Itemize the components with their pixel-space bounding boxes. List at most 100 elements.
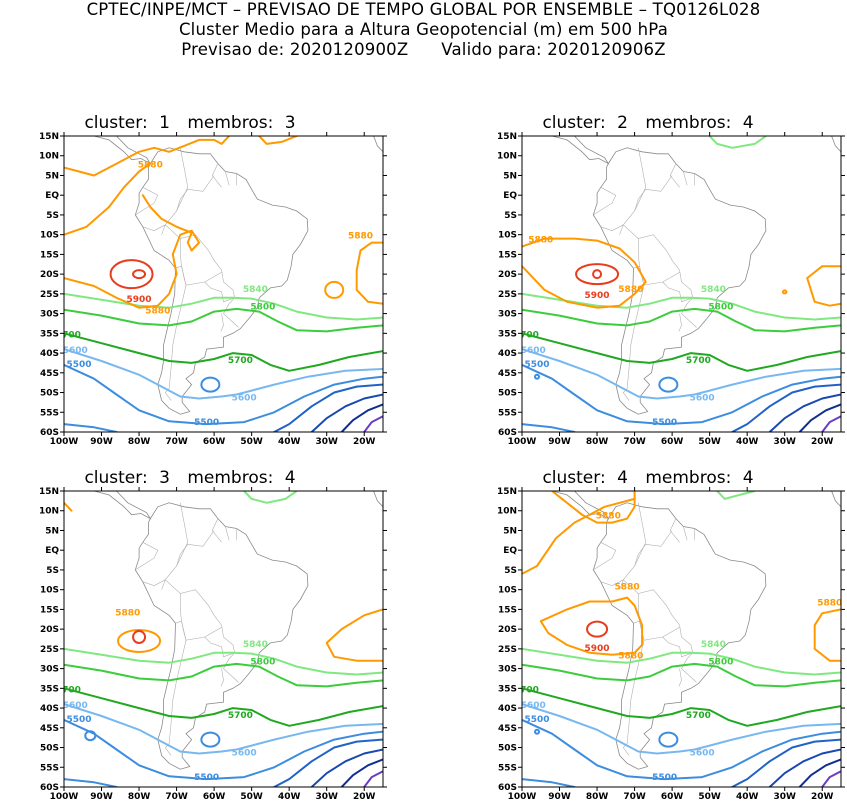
lon-tick-label: 80W bbox=[586, 437, 609, 447]
cluster-number: 1 bbox=[159, 113, 170, 133]
lat-tick-label: 40S bbox=[40, 704, 59, 714]
country-border bbox=[176, 530, 215, 567]
south-america-coastline bbox=[134, 147, 309, 415]
lat-tick-label: 10S bbox=[498, 231, 517, 241]
central-america-coastline bbox=[64, 491, 152, 520]
label-5880: 5880 bbox=[528, 236, 553, 246]
panel-title: cluster: 3 membros: 4 bbox=[20, 468, 360, 488]
lat-tick-label: 30S bbox=[40, 665, 59, 675]
country-border bbox=[161, 502, 189, 590]
lon-tick-label: 30W bbox=[773, 437, 796, 447]
label-5700: 5700 bbox=[228, 356, 253, 366]
contour-5880-ridge bbox=[64, 194, 201, 309]
lat-tick-label: 35S bbox=[40, 329, 59, 339]
country-border bbox=[662, 281, 693, 303]
country-border bbox=[683, 526, 688, 541]
lat-tick-label: EQ bbox=[503, 546, 517, 556]
lat-tick-label: 25S bbox=[498, 645, 517, 655]
contour-5200 bbox=[340, 758, 383, 787]
country-border bbox=[678, 313, 682, 332]
lat-tick-label: 15N bbox=[39, 132, 59, 142]
contour-5300 bbox=[768, 393, 841, 432]
label-5880: 5880 bbox=[348, 232, 373, 242]
contour-map: 5880 5880 5900 5840 5800 700 5700 5600 5600 5500 5… bbox=[497, 132, 845, 447]
lat-tick-label: 15N bbox=[497, 487, 517, 497]
contour-5500-cell bbox=[534, 373, 541, 380]
contour-5200 bbox=[340, 403, 383, 432]
members-number: 4 bbox=[284, 468, 296, 488]
label-5600: 5600 bbox=[521, 346, 546, 356]
country-border bbox=[211, 518, 222, 543]
members-number: 4 bbox=[742, 468, 754, 488]
lat-tick-label: EQ bbox=[503, 191, 517, 201]
contour-5880-east bbox=[813, 608, 841, 662]
label-5500: 5500 bbox=[524, 360, 549, 370]
lon-tick-label: 40W bbox=[736, 437, 759, 447]
lat-tick-label: 10S bbox=[40, 231, 59, 241]
label-5500: 5500 bbox=[194, 773, 219, 783]
lat-tick-label: 55S bbox=[498, 408, 517, 418]
lat-tick-label: EQ bbox=[45, 191, 59, 201]
lat-tick-label: 10N bbox=[497, 152, 517, 162]
lat-tick-label: 10S bbox=[40, 586, 59, 596]
label-5880: 5880 bbox=[615, 583, 640, 593]
valid-value: 2020120906Z bbox=[547, 40, 666, 59]
country-border bbox=[622, 620, 645, 756]
lon-tick-label: 90W bbox=[548, 792, 571, 802]
panel-title: cluster: 2 membros: 4 bbox=[478, 113, 818, 133]
contour-5840 bbox=[64, 647, 383, 676]
label-5600: 5600 bbox=[690, 748, 715, 758]
contour-5880-north bbox=[551, 491, 636, 524]
valid-label: Valido para: bbox=[441, 40, 542, 59]
lon-tick-label: 80W bbox=[128, 792, 151, 802]
header-line-1: CPTEC/INPE/MCT – PREVISAO DE TEMPO GLOBA… bbox=[86, 0, 761, 19]
country-border bbox=[634, 175, 673, 212]
cluster-label: cluster: bbox=[84, 113, 148, 133]
cluster-label: cluster: bbox=[84, 468, 148, 488]
lat-tick-label: 45S bbox=[498, 724, 517, 734]
lat-tick-label: 15S bbox=[498, 250, 517, 260]
lon-tick-label: 40W bbox=[278, 437, 301, 447]
lon-tick-label: 70W bbox=[165, 437, 188, 447]
lat-tick-label: 15S bbox=[40, 605, 59, 615]
label-5700: 5700 bbox=[686, 356, 711, 366]
label-5840: 5840 bbox=[701, 285, 726, 295]
cluster-panel-2: cluster: 2 membros: 4 5880 5880 5900 5840 58… bbox=[478, 113, 845, 453]
contour-5880-ridge bbox=[522, 237, 647, 309]
cluster-label: cluster: bbox=[542, 113, 606, 133]
africa-coastline bbox=[373, 136, 383, 178]
contour-5500-south bbox=[522, 423, 576, 432]
lat-tick-label: 25S bbox=[40, 645, 59, 655]
label-5600: 5600 bbox=[690, 393, 715, 403]
country-border bbox=[225, 171, 230, 186]
lon-tick-label: 30W bbox=[315, 437, 338, 447]
contour-5880-east bbox=[806, 265, 841, 307]
lat-tick-label: 5N bbox=[45, 526, 59, 536]
label-5900: 5900 bbox=[585, 291, 610, 301]
label-5700: 700 bbox=[62, 330, 81, 340]
south-america-coastline bbox=[134, 502, 309, 770]
lat-tick-label: 10N bbox=[39, 507, 59, 517]
country-border bbox=[142, 224, 166, 232]
lat-tick-label: 10S bbox=[498, 586, 517, 596]
lon-tick-label: 100W bbox=[50, 437, 79, 447]
lat-tick-label: 20S bbox=[498, 270, 517, 280]
lat-tick-label: 10N bbox=[497, 507, 517, 517]
contour-5880-east bbox=[355, 241, 383, 305]
country-border bbox=[678, 668, 682, 687]
contour-5200 bbox=[798, 758, 841, 787]
label-5880: 5880 bbox=[115, 608, 140, 618]
label-5600: 5600 bbox=[63, 701, 88, 711]
members-label: membros: bbox=[645, 113, 732, 133]
label-5880: 5880 bbox=[145, 307, 170, 317]
contour-5800 bbox=[522, 307, 841, 333]
contour-5800 bbox=[64, 662, 383, 688]
lat-tick-label: 55S bbox=[40, 408, 59, 418]
contour-5880-cell bbox=[781, 289, 788, 295]
cluster-panel-4: cluster: 4 membros: 4 5880 5880 5880 5880 59… bbox=[478, 468, 845, 808]
country-border bbox=[176, 175, 215, 212]
panel-title: cluster: 4 membros: 4 bbox=[478, 468, 818, 488]
contour-5800 bbox=[522, 662, 841, 688]
label-5900: 5900 bbox=[585, 644, 610, 654]
contour-5500-low bbox=[200, 376, 221, 393]
